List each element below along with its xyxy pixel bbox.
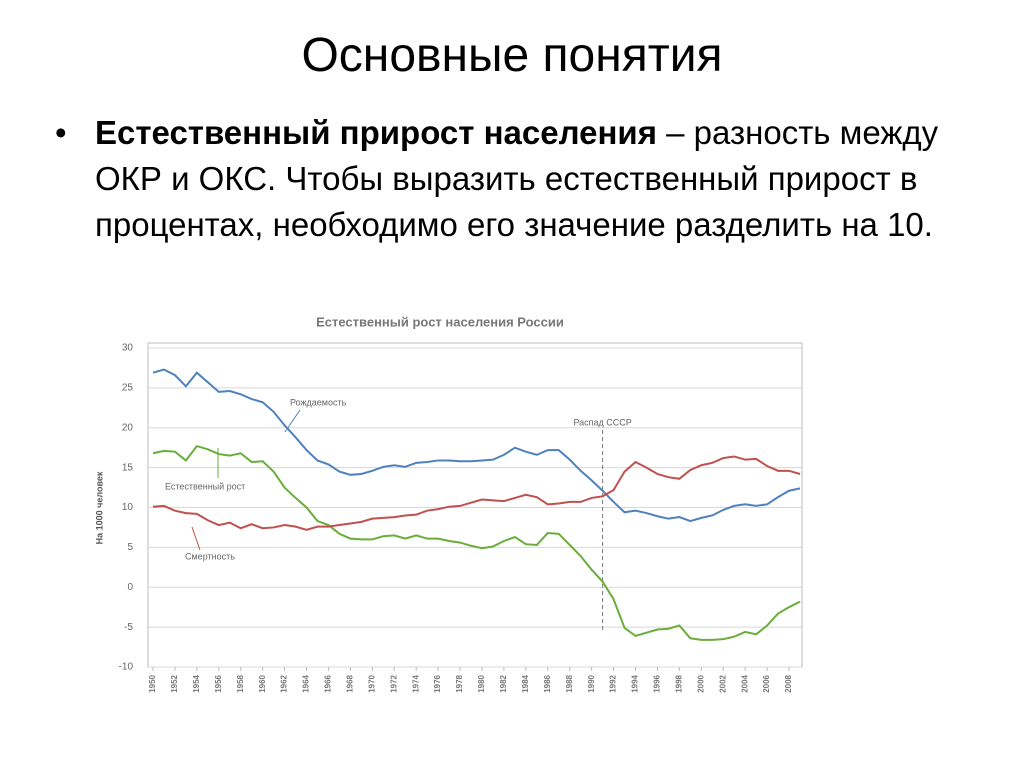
series-line (152, 455, 801, 531)
x-tick-label: 1998 (674, 674, 683, 692)
x-tick-label: 1956 (214, 674, 223, 692)
x-tick-label: 1950 (148, 674, 157, 692)
x-tick-label: 1988 (565, 674, 574, 692)
slide-title: Основные понятия (301, 29, 723, 82)
definition: – разность между ОКР и ОКС. Чтобы вырази… (95, 114, 939, 243)
series-label: Смертность (185, 551, 235, 561)
x-tick-label: 1960 (258, 674, 267, 692)
y-tick-label: 10 (122, 502, 134, 513)
x-tick-label: 1964 (302, 674, 311, 692)
x-tick-label: 2006 (762, 674, 771, 692)
y-tick-label: 15 (122, 462, 134, 473)
x-tick-label: 1952 (170, 674, 179, 692)
x-tick-label: 2008 (784, 674, 793, 692)
x-tick-label: 1962 (280, 674, 289, 692)
x-tick-label: 1972 (389, 674, 398, 692)
x-tick-label: 1992 (609, 674, 618, 692)
plot-frame (147, 342, 803, 668)
x-tick-label: 1966 (324, 674, 333, 692)
term: Естественный прирост населения (95, 114, 657, 151)
y-tick-label: 20 (122, 422, 134, 433)
x-tick-label: 2000 (696, 674, 705, 692)
x-tick-label: 1982 (499, 674, 508, 692)
chart-title: Естественный рост населения России (316, 314, 564, 329)
y-tick-label: 0 (127, 582, 133, 593)
series-line (152, 368, 801, 523)
x-tick-label: 2002 (718, 674, 727, 692)
label-leader (284, 409, 301, 433)
x-tick-label: 1976 (433, 674, 442, 692)
y-tick-label: -5 (124, 622, 133, 633)
x-tick-label: 1980 (477, 674, 486, 692)
bullet: • Естественный прирост населения – разно… (55, 110, 955, 248)
y-axis-label: На 1000 человек (94, 471, 104, 544)
series-label: Естественный рост (165, 481, 245, 491)
label-leader (191, 526, 201, 551)
x-tick-label: 1986 (543, 674, 552, 692)
bullet-dot: • (55, 114, 67, 151)
bullet-body: Естественный прирост населения – разност… (95, 110, 945, 248)
y-tick-label: -10 (119, 662, 134, 673)
x-tick-label: 1990 (587, 674, 596, 692)
x-tick-label: 1958 (236, 674, 245, 692)
y-tick-label: 5 (127, 542, 133, 553)
x-tick-label: 1970 (367, 674, 376, 692)
x-tick-label: 1996 (653, 674, 662, 692)
series-line (152, 444, 801, 641)
x-tick-label: 1994 (631, 674, 640, 692)
x-tick-label: 1974 (411, 674, 420, 692)
annotation-label: Распад СССР (573, 417, 631, 427)
x-tick-label: 1978 (455, 674, 464, 692)
series-label: Рождаемость (290, 397, 347, 407)
y-tick-label: 30 (122, 343, 134, 354)
x-tick-label: 1968 (345, 674, 354, 692)
x-tick-label: 1954 (192, 674, 201, 692)
y-tick-label: 25 (122, 383, 134, 394)
x-tick-label: 1984 (521, 674, 530, 692)
x-tick-label: 2004 (740, 674, 749, 692)
